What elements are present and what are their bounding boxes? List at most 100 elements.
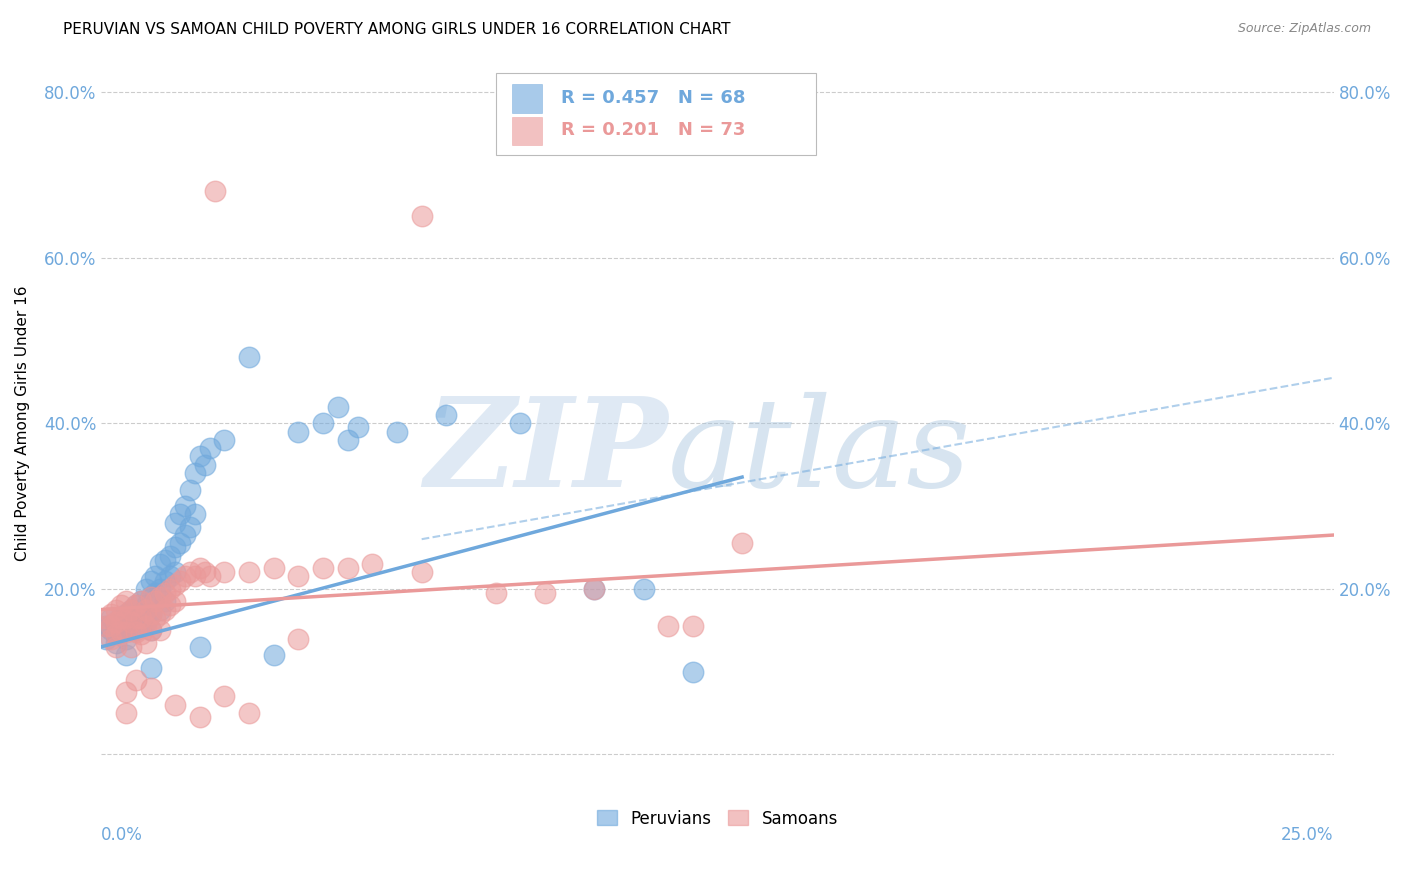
Point [214, 566, 236, 580]
Point [238, 706, 260, 720]
Point [105, 635, 128, 649]
Point [115, 611, 138, 625]
Point [105, 615, 128, 629]
Point [385, 425, 408, 439]
Text: PERUVIAN VS SAMOAN CHILD POVERTY AMONG GIRLS UNDER 16 CORRELATION CHART: PERUVIAN VS SAMOAN CHILD POVERTY AMONG G… [63, 22, 731, 37]
Point [165, 578, 187, 592]
Point [214, 690, 236, 704]
Point [110, 624, 132, 639]
Point [125, 624, 148, 638]
Point [135, 599, 157, 613]
Point [169, 536, 191, 550]
Point [165, 566, 187, 580]
Point [135, 635, 157, 649]
Point [411, 209, 433, 223]
Point [155, 586, 177, 600]
Point [346, 420, 368, 434]
Point [326, 400, 349, 414]
Point [731, 536, 754, 550]
Point [125, 624, 148, 639]
FancyBboxPatch shape [512, 84, 543, 112]
Point [145, 569, 167, 583]
Point [100, 619, 122, 633]
Point [149, 590, 172, 604]
Point [263, 648, 285, 662]
Point [125, 599, 148, 613]
Point [139, 590, 162, 604]
Point [135, 602, 157, 616]
Point [184, 569, 207, 583]
Point [194, 566, 217, 580]
Text: Source: ZipAtlas.com: Source: ZipAtlas.com [1237, 22, 1371, 36]
Point [115, 594, 138, 608]
Point [135, 582, 157, 596]
Point [682, 619, 704, 633]
Point [115, 624, 138, 639]
Point [155, 553, 177, 567]
Text: R = 0.457   N = 68: R = 0.457 N = 68 [561, 88, 745, 107]
Point [110, 624, 132, 638]
Point [155, 602, 177, 616]
Point [287, 569, 309, 583]
Point [238, 566, 260, 580]
Y-axis label: Child Poverty Among Girls Under 16: Child Poverty Among Girls Under 16 [15, 285, 30, 561]
Point [188, 710, 211, 724]
Point [411, 566, 433, 580]
Point [165, 698, 187, 712]
Point [125, 611, 148, 625]
Point [194, 458, 217, 472]
Point [120, 602, 142, 616]
Point [110, 611, 132, 625]
Point [96, 619, 118, 633]
Point [129, 619, 152, 633]
Point [105, 640, 128, 654]
Point [149, 607, 172, 621]
Point [100, 632, 122, 646]
Point [139, 660, 162, 674]
Point [583, 582, 606, 596]
Point [125, 599, 148, 613]
Point [312, 561, 335, 575]
Point [145, 586, 167, 600]
Point [139, 624, 162, 638]
FancyBboxPatch shape [495, 73, 815, 155]
Point [105, 627, 128, 641]
Point [129, 611, 152, 625]
Point [159, 599, 181, 613]
Point [188, 640, 211, 654]
Point [159, 569, 181, 583]
Point [159, 582, 181, 596]
Point [184, 466, 207, 480]
Point [139, 607, 162, 621]
Point [105, 619, 128, 633]
Point [139, 574, 162, 588]
Point [135, 615, 157, 629]
Point [287, 632, 309, 646]
Point [204, 185, 226, 199]
Point [155, 574, 177, 588]
Point [198, 569, 221, 583]
Point [125, 611, 148, 625]
Point [336, 433, 359, 447]
Point [129, 607, 152, 621]
Point [100, 607, 122, 621]
Point [188, 561, 211, 575]
Point [115, 706, 138, 720]
Point [214, 433, 236, 447]
Text: 0.0%: 0.0% [101, 826, 143, 844]
Point [287, 425, 309, 439]
Point [120, 615, 142, 629]
Point [165, 594, 187, 608]
Point [534, 586, 557, 600]
Point [169, 574, 191, 588]
Point [120, 640, 142, 654]
Point [159, 549, 181, 563]
Text: atlas: atlas [668, 392, 972, 514]
Point [145, 611, 167, 625]
Point [120, 615, 142, 629]
Point [174, 499, 197, 513]
Point [129, 594, 152, 608]
Point [145, 594, 167, 608]
Point [129, 594, 152, 608]
Point [238, 350, 260, 364]
